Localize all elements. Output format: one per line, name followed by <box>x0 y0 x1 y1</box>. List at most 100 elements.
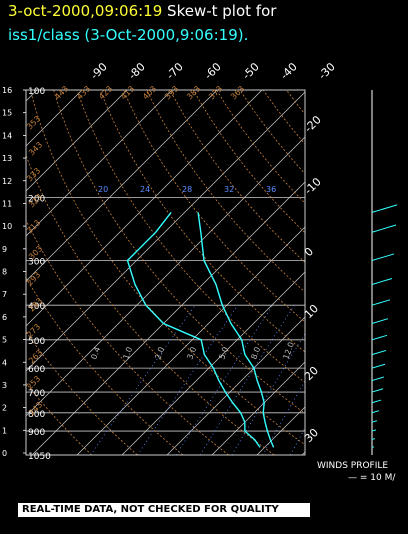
pressure-label: 400 <box>28 302 45 312</box>
pressure-label: 1050 <box>28 452 51 462</box>
winds-scale-label: — = 10 M/ <box>348 473 396 483</box>
wind-barb <box>371 410 380 414</box>
isotherm-line <box>26 136 305 417</box>
chart-title: 3-oct-2000,09:06:19 Skew-t plot for <box>8 2 276 20</box>
grid-layer <box>26 90 408 455</box>
isotherm-line <box>392 90 408 455</box>
plot-frame <box>25 89 306 456</box>
pressure-label: 800 <box>28 410 45 420</box>
dry-adiabat <box>262 90 305 145</box>
quality-banner: REAL-TIME DATA, NOT CHECKED FOR QUALITY <box>18 503 310 517</box>
dry-adiabat <box>192 90 305 234</box>
mixing-ratio-label: 28 <box>182 185 192 194</box>
dry-adiabat <box>333 90 408 455</box>
right-temp-tick-label: 0 <box>302 245 316 259</box>
wind-barb <box>371 334 388 341</box>
wind-barb <box>371 299 391 306</box>
wind-barb <box>371 253 395 262</box>
title-date: 3-oct-2000,09:06:19 <box>8 2 163 20</box>
top-temp-tick-label: -80 <box>126 60 148 82</box>
wind-barb <box>371 399 382 404</box>
height-tick-label: 5 <box>2 336 7 345</box>
mixing-ratio-label: 32 <box>224 185 234 194</box>
dry-adiabat <box>26 219 229 455</box>
isotherm-line <box>26 90 218 282</box>
top-temp-tick-label: -70 <box>164 60 186 82</box>
top-temp-tick-label: -50 <box>240 60 262 82</box>
height-tick-label: 6 <box>2 313 7 322</box>
stability-label: 5.0 <box>217 346 230 361</box>
profile-line-1 <box>126 211 261 448</box>
dry-adiabat-label: 293 <box>25 270 42 287</box>
isotherm-line <box>166 316 305 455</box>
dry-adiabat-label: 313 <box>25 218 42 235</box>
dry-adiabat <box>26 330 138 455</box>
stability-label: 8.0 <box>249 346 262 361</box>
dry-adiabat-label: 353 <box>25 114 42 131</box>
winds-profile-label: WINDS PROFILE <box>317 461 389 471</box>
dry-adiabat <box>403 90 408 455</box>
isotherm-line <box>256 406 305 455</box>
height-tick-label: 0 <box>2 449 7 458</box>
wind-barb <box>371 388 384 393</box>
stability-label: 12.0 <box>281 341 296 361</box>
wind-barb <box>371 349 387 356</box>
wind-barb <box>371 429 377 432</box>
dry-adiabat <box>53 90 305 414</box>
dry-adiabat-label: 263 <box>27 348 44 365</box>
height-tick-label: 14 <box>2 131 12 140</box>
wind-barb <box>371 204 398 213</box>
pressure-label: 100 <box>28 87 45 97</box>
chart-subtitle: iss1/class (3-Oct-2000,9:06:19). <box>8 26 249 44</box>
height-tick-label: 11 <box>2 199 12 208</box>
height-tick-label: 8 <box>2 268 7 277</box>
mixing-ratio-label: 24 <box>140 185 150 194</box>
label-layer: 1002003004005006007008009001050012345678… <box>2 60 398 462</box>
mixing-ratio-line <box>199 304 295 455</box>
mixing-ratio-label: 20 <box>98 185 108 194</box>
height-tick-label: 13 <box>2 154 12 163</box>
stability-label: 0.4 <box>89 346 102 361</box>
pressure-label: 200 <box>28 195 45 205</box>
height-tick-label: 16 <box>2 86 12 95</box>
stability-label: 1.0 <box>121 346 134 361</box>
wind-barb <box>371 420 378 423</box>
dry-adiabat-label: 333 <box>25 166 42 183</box>
dry-adiabat-label: 393 <box>163 84 180 101</box>
pressure-label: 500 <box>28 337 45 347</box>
top-temp-tick-label: -90 <box>88 60 110 82</box>
height-tick-label: 7 <box>2 290 7 299</box>
title-plot-label: Skew-t plot for <box>167 2 277 20</box>
mixing-ratio-line <box>327 305 408 455</box>
dry-adiabat <box>26 382 92 455</box>
height-tick-label: 3 <box>2 381 7 390</box>
height-tick-label: 10 <box>2 222 12 231</box>
height-tick-label: 9 <box>2 245 7 254</box>
pressure-label: 900 <box>28 428 45 438</box>
isotherm-line <box>26 90 173 237</box>
isotherm-line <box>26 90 128 192</box>
isotherm-line <box>76 226 305 455</box>
height-tick-label: 15 <box>2 109 12 118</box>
mixing-ratio-line <box>175 304 274 455</box>
mixing-ratio-line <box>289 427 305 455</box>
dry-adiabat-label: 363 <box>229 84 246 101</box>
dry-adiabat <box>169 90 305 263</box>
dry-adiabat <box>76 90 305 383</box>
height-tick-label: 1 <box>2 426 7 435</box>
dry-adiabat <box>146 90 305 293</box>
mixing-ratio-label: 36 <box>266 185 276 194</box>
pressure-label: 700 <box>28 389 45 399</box>
wind-barb <box>371 376 385 382</box>
top-temp-tick-label: -60 <box>202 60 224 82</box>
mixing-ratio-line <box>137 304 239 455</box>
dry-adiabat <box>380 90 408 455</box>
dry-adiabat-label: 373 <box>207 84 224 101</box>
dry-adiabat <box>239 90 305 175</box>
isotherm-line <box>301 451 305 455</box>
mixing-ratio-line <box>90 304 196 455</box>
isotherm-line <box>26 90 263 327</box>
height-tick-label: 12 <box>2 177 12 186</box>
wind-barb <box>371 363 386 369</box>
